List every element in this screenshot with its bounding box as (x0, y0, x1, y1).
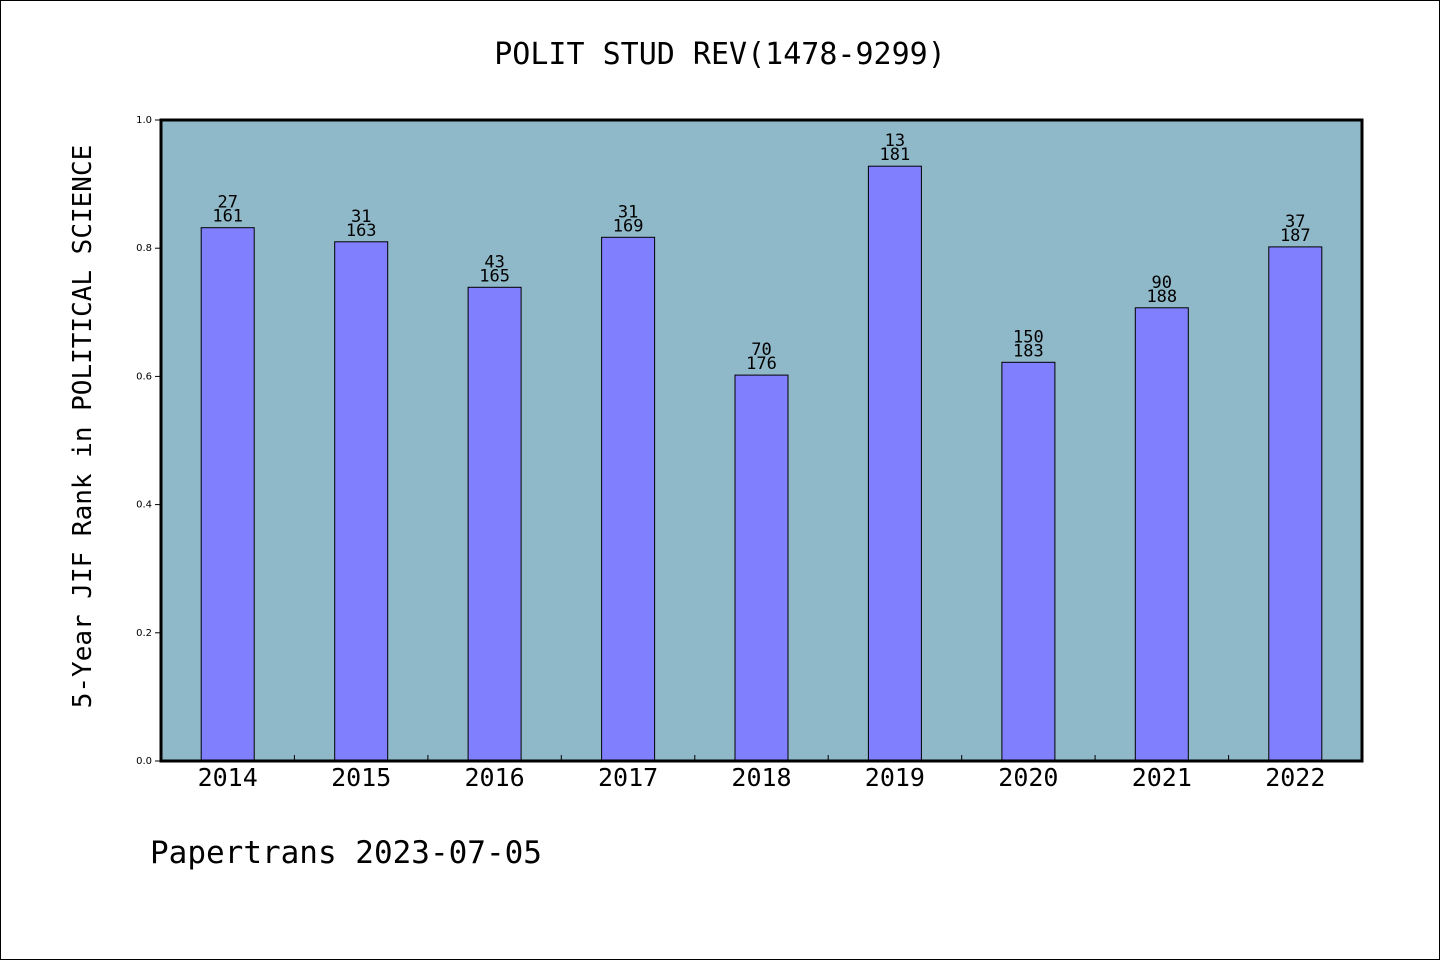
bar-2022 (1268, 246, 1323, 762)
y-axis-label: 5-Year JIF Rank in POLITICAL SCIENCE (68, 145, 98, 709)
y-axis: 0.0 0.2 0.4 0.6 0.8 1.0 (136, 115, 161, 767)
bar-rank-label: 31 (618, 202, 638, 222)
x-tick-label: 2014 (198, 763, 258, 792)
bar-2020 (1001, 361, 1056, 762)
x-axis: 2014 2015 2016 2017 2018 2019 2020 2021 2022 (198, 755, 1325, 792)
x-tick-label: 2018 (731, 763, 791, 792)
x-tick-label: 2016 (464, 763, 524, 792)
bar-2014 (200, 227, 255, 762)
y-tick-label: 0.4 (136, 500, 152, 511)
bar-total-label: 161 (212, 207, 243, 227)
bar-rank-label: 90 (1152, 273, 1172, 293)
bar-rank-label: 70 (751, 340, 771, 360)
bar-2017 (601, 236, 656, 762)
y-tick-label: 0.0 (136, 756, 152, 767)
x-tick-label: 2020 (998, 763, 1058, 792)
x-tick-label: 2021 (1132, 763, 1192, 792)
bar-rank-label: 37 (1285, 212, 1305, 232)
bar-total-label: 188 (1146, 287, 1177, 307)
bar-2019 (867, 165, 922, 762)
x-tick-label: 2015 (331, 763, 391, 792)
bar-rank-label: 150 (1013, 327, 1044, 347)
y-tick-label: 0.8 (136, 243, 152, 254)
x-tick-label: 2017 (598, 763, 658, 792)
chart-title: POLIT STUD REV(1478-9299) (494, 37, 946, 72)
plot-border (159, 118, 1364, 763)
bar-total-label: 183 (1013, 341, 1044, 361)
bar-2021 (1134, 307, 1189, 762)
footer-credit: Papertrans 2023-07-05 (150, 835, 542, 871)
bar-2015 (334, 241, 389, 762)
bars-group (200, 165, 1323, 762)
bar-2016 (467, 286, 522, 762)
bar-total-label: 176 (746, 354, 777, 374)
bar-total-label: 187 (1280, 226, 1311, 246)
bar-total-label: 181 (880, 145, 911, 165)
bar-rank-label: 27 (217, 193, 237, 213)
bar-rank-label: 31 (351, 207, 371, 227)
y-tick-label: 0.2 (136, 628, 152, 639)
bar-total-label: 165 (479, 266, 510, 286)
y-tick-label: 0.6 (136, 371, 152, 382)
bar-total-label: 163 (346, 221, 377, 241)
bar-total-label: 169 (613, 216, 644, 236)
x-tick-label: 2019 (865, 763, 925, 792)
y-tick-label: 1.0 (136, 115, 152, 126)
bar-2018 (734, 374, 789, 762)
x-tick-label: 2022 (1265, 763, 1325, 792)
bar-rank-label: 13 (885, 131, 905, 151)
bar-rank-label: 43 (484, 252, 504, 272)
